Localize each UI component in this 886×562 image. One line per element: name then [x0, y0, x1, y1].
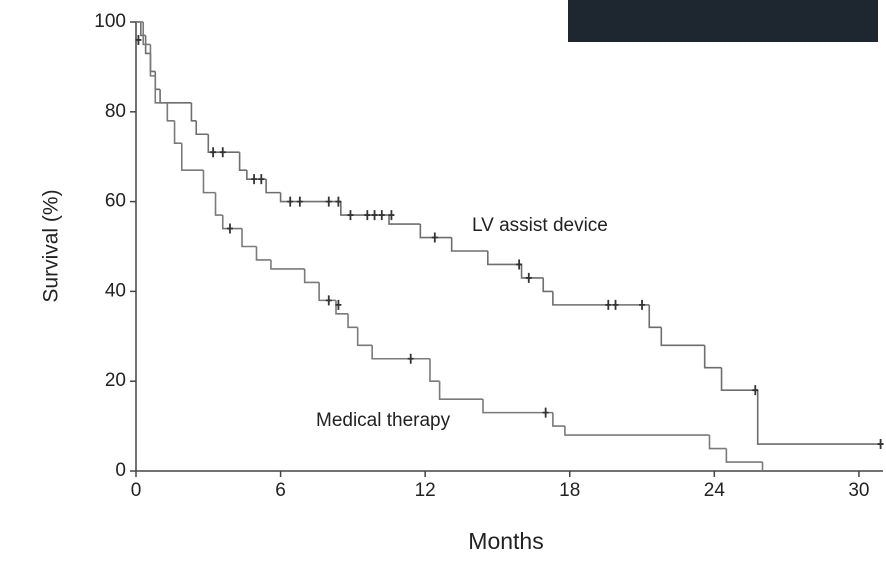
- survival-step: [430, 359, 440, 381]
- survival-step: [223, 215, 242, 228]
- y-tick-label: 0: [115, 460, 126, 481]
- survival-step: [661, 327, 704, 345]
- page: Survival (%) Months 0 20 40 60 80 100 0 6 12 18 24…: [0, 0, 886, 562]
- y-tick-label: 100: [94, 11, 126, 32]
- survival-step: [319, 282, 336, 300]
- censor-mark: [287, 197, 293, 207]
- survival-step: [216, 193, 223, 215]
- chart: Survival (%) Months 0 20 40 60 80 100 0 6 12 18 24…: [0, 0, 886, 557]
- censor-mark: [543, 408, 549, 418]
- survival-step: [196, 121, 208, 134]
- x-tick-label: 24: [704, 480, 726, 501]
- survival-step: [758, 390, 883, 444]
- censor-mark: [372, 210, 378, 220]
- survival-step: [705, 345, 722, 367]
- photo-inset: [568, 0, 878, 42]
- survival-step: [266, 179, 280, 192]
- survival-step: [143, 22, 150, 44]
- survival-step: [710, 435, 727, 448]
- survival-step: [372, 345, 430, 358]
- survival-step: [271, 260, 305, 269]
- y-tick-label: 80: [105, 101, 126, 122]
- survival-step: [256, 247, 270, 260]
- survival-step: [649, 305, 661, 327]
- censor-mark: [878, 439, 884, 449]
- censor-mark: [605, 300, 611, 310]
- censor-mark: [227, 224, 233, 234]
- x-tick-label: 12: [415, 480, 436, 501]
- survival-step: [483, 399, 553, 412]
- y-tick-label: 40: [105, 280, 126, 301]
- survival-step: [203, 170, 215, 192]
- survival-step: [726, 449, 762, 462]
- x-tick-label: 6: [275, 480, 286, 501]
- censor-mark: [251, 174, 257, 184]
- x-tick-label: 0: [131, 480, 142, 501]
- censor-mark: [326, 197, 332, 207]
- censor-mark: [639, 300, 645, 310]
- survival-step: [305, 269, 319, 282]
- survival-step: [167, 103, 174, 121]
- x-axis-label: Months: [468, 528, 543, 554]
- survival-step: [543, 278, 553, 291]
- survival-step: [191, 103, 196, 121]
- survival-step: [722, 368, 758, 390]
- survival-step: [240, 152, 247, 170]
- censor-mark: [326, 295, 332, 305]
- survival-step: [389, 215, 420, 224]
- censor-mark: [432, 233, 438, 243]
- survival-step: [182, 143, 204, 170]
- survival-step: [247, 170, 266, 179]
- survival-step: [358, 327, 372, 345]
- censor-mark: [379, 210, 385, 220]
- series-label: LV assist device: [472, 215, 608, 236]
- y-tick-label: 60: [105, 191, 126, 212]
- survival-step: [440, 381, 483, 399]
- survival-step: [565, 426, 710, 435]
- survival-step: [522, 264, 544, 277]
- censor-mark: [297, 197, 303, 207]
- survival-step: [242, 229, 256, 247]
- censor-mark: [613, 300, 619, 310]
- x-tick-label: 30: [848, 480, 869, 501]
- censor-mark: [408, 354, 414, 364]
- x-tick-label: 18: [559, 480, 580, 501]
- survival-step: [452, 238, 488, 251]
- series-label: Medical therapy: [316, 410, 451, 431]
- censor-mark: [347, 210, 353, 220]
- y-tick-label: 20: [105, 370, 126, 391]
- censor-mark: [258, 174, 264, 184]
- survival-step: [488, 251, 522, 264]
- survival-step: [553, 413, 565, 426]
- censor-mark: [220, 147, 226, 157]
- censor-mark: [364, 210, 370, 220]
- censor-mark: [526, 273, 532, 283]
- survival-step: [420, 224, 451, 237]
- survival-step: [175, 121, 182, 143]
- survival-step: [553, 291, 649, 304]
- censor-mark: [210, 147, 216, 157]
- survival-step: [348, 314, 358, 327]
- survival-step: [160, 89, 191, 102]
- y-axis-label: Survival (%): [40, 189, 63, 302]
